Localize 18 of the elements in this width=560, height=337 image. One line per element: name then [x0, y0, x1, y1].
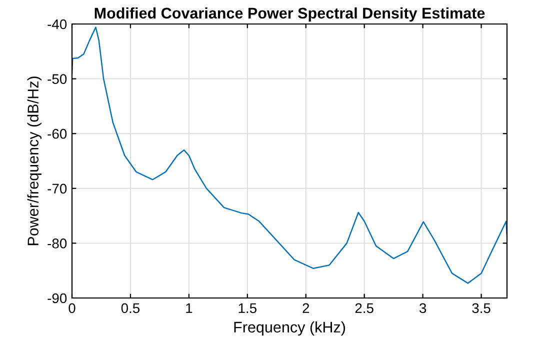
y-tick-label: -50 [48, 74, 67, 84]
x-axis-title: Frequency (kHz) [234, 321, 346, 336]
x-tick-label: 0 [68, 303, 76, 314]
x-tick-label: 3.5 [472, 303, 490, 314]
y-tick-label: -40 [48, 19, 67, 30]
x-tick-label: 1 [186, 303, 192, 313]
x-tick-label: 2 [302, 303, 310, 313]
x-tick-label: 0.5 [121, 303, 140, 314]
line-series [72, 26, 507, 284]
y-tick-label: -70 [48, 184, 67, 194]
chart-title: Modified Covariance Power Spectral Density Estimate [94, 7, 485, 22]
x-tick-label: 2.5 [355, 303, 374, 314]
y-tick-label: -90 [48, 293, 67, 304]
y-tick-label: -60 [48, 128, 67, 139]
x-tick-label: 3 [419, 303, 426, 314]
y-tick-label: -80 [48, 238, 67, 248]
y-axis-title: Power/frequency (dB/Hz) [27, 76, 42, 246]
x-tick-label: 1.5 [238, 303, 256, 314]
